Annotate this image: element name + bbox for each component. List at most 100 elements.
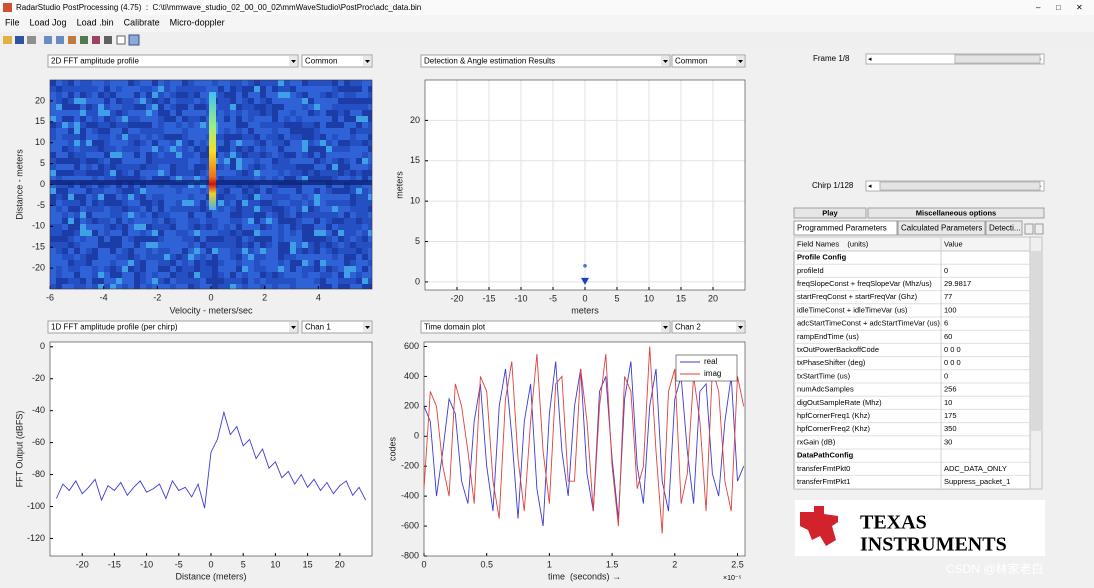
rotate-icon[interactable] [80, 36, 88, 44]
x-axis-label: time (seconds) → [548, 571, 621, 581]
dropdown[interactable] [420, 54, 671, 68]
print-icon[interactable] [27, 36, 36, 44]
dropdown[interactable] [671, 320, 746, 334]
tab[interactable] [793, 220, 898, 236]
heatmap-cell [308, 272, 314, 278]
heatmap-cell [188, 212, 194, 218]
heatmap-cell [50, 248, 56, 254]
heatmap-cell [62, 194, 68, 200]
heatmap-cell [188, 218, 194, 224]
heatmap-cell [80, 272, 86, 278]
heatmap-cell [278, 260, 284, 266]
table-cell: idleTimeConst + idleTimeVar (us) [797, 305, 908, 314]
heatmap-cell [200, 248, 206, 254]
brush-icon[interactable] [104, 36, 112, 44]
dropdown[interactable] [671, 54, 746, 68]
minimize[interactable]: – [1036, 3, 1041, 12]
slider-thumb[interactable] [879, 181, 1041, 191]
close[interactable]: ✕ [1076, 3, 1083, 12]
heatmap-cell [266, 242, 272, 248]
menu-item[interactable]: Calibrate [124, 17, 160, 27]
menu-item[interactable]: Load Jog [30, 17, 67, 27]
heatmap-cell [80, 278, 86, 284]
tab[interactable] [897, 220, 986, 236]
zoom-out-icon[interactable] [56, 36, 64, 44]
maximize[interactable]: □ [1056, 3, 1061, 12]
dropdown[interactable] [420, 320, 671, 334]
heatmap-cell [332, 92, 338, 98]
heatmap-cell [140, 242, 146, 248]
heatmap-cell [62, 206, 68, 212]
menu-item[interactable]: Micro-doppler [170, 17, 225, 27]
y-tick-label: -200 [401, 461, 419, 471]
table-cell: 175 [944, 411, 957, 420]
heatmap-cell [278, 134, 284, 140]
datacursor-icon[interactable] [92, 36, 100, 44]
menu-item[interactable]: File [5, 17, 20, 27]
tab-scroll[interactable] [1034, 223, 1044, 235]
heatmap-cell [170, 218, 176, 224]
heatmap-cell [176, 278, 182, 284]
heatmap-cell [122, 104, 128, 110]
heatmap-cell [68, 164, 74, 170]
heatmap-cell [356, 116, 362, 122]
heatmap-cell [230, 110, 236, 116]
heatmap-cell [68, 224, 74, 230]
dropdown-arrow [291, 326, 296, 329]
dropdown[interactable] [47, 54, 299, 68]
heatmap-cell [272, 92, 278, 98]
menu-item[interactable]: Load .bin [77, 17, 114, 27]
heatmap-cell [344, 284, 350, 289]
heatmap-cell [332, 152, 338, 158]
heatmap-cell [176, 242, 182, 248]
heatmap-cell [188, 224, 194, 230]
save-icon[interactable] [15, 36, 24, 44]
table-scroll-thumb[interactable] [1031, 251, 1041, 431]
heatmap-cell [86, 134, 92, 140]
tab-scroll[interactable] [1024, 223, 1034, 235]
heatmap-cell [182, 98, 188, 104]
heatmap-cell [248, 188, 254, 194]
zoom-in-icon[interactable] [44, 36, 52, 44]
heatmap-cell [56, 206, 62, 212]
heatmap-cell [164, 104, 170, 110]
heatmap-cell [344, 236, 350, 242]
dropdown[interactable] [301, 320, 373, 334]
button[interactable] [793, 207, 867, 219]
colorbar-icon[interactable] [116, 35, 126, 45]
heatmap-cell [326, 128, 332, 134]
pan-icon[interactable] [68, 36, 76, 44]
heatmap-cell [56, 254, 62, 260]
slider-thumb[interactable] [954, 54, 1041, 64]
legend-icon[interactable] [128, 34, 140, 46]
heatmap-cell [290, 80, 296, 86]
heatmap-cell [170, 140, 176, 146]
tab[interactable] [985, 220, 1023, 236]
heatmap-cell [104, 80, 110, 86]
heatmap-cell [338, 122, 344, 128]
heatmap-cell [110, 266, 116, 272]
heatmap-cell [290, 230, 296, 236]
heatmap-cell [104, 224, 110, 230]
heatmap-cell [308, 152, 314, 158]
heatmap-cell [272, 80, 278, 86]
heatmap-cell [134, 164, 140, 170]
button[interactable] [867, 207, 1045, 219]
heatmap-cell [314, 116, 320, 122]
heatmap-cell [98, 140, 104, 146]
heatmap-cell [50, 260, 56, 266]
heatmap-cell [116, 188, 122, 194]
heatmap-cell [320, 152, 326, 158]
heatmap-cell [254, 212, 260, 218]
heatmap-cell [356, 224, 362, 230]
dropdown[interactable] [47, 320, 299, 334]
dropdown[interactable] [301, 54, 373, 68]
heatmap-cell [56, 272, 62, 278]
heatmap-cell [116, 236, 122, 242]
heatmap-cell [224, 188, 230, 194]
heatmap-cell [338, 140, 344, 146]
open-icon[interactable] [3, 36, 12, 44]
heatmap-cell [308, 242, 314, 248]
heatmap-cell [260, 170, 266, 176]
heatmap-cell [314, 194, 320, 200]
